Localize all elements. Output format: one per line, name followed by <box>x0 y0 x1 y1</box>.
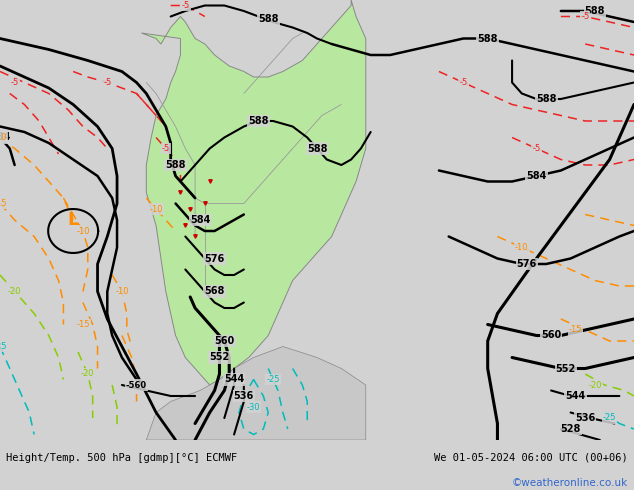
Text: 584: 584 <box>526 171 547 181</box>
Polygon shape <box>141 0 366 385</box>
Text: -560: -560 <box>126 381 147 390</box>
Text: L: L <box>67 211 79 229</box>
Text: 536: 536 <box>575 413 595 423</box>
Text: 552: 552 <box>209 352 230 363</box>
Text: -10: -10 <box>150 204 163 214</box>
Text: 584: 584 <box>0 132 10 143</box>
Text: 560: 560 <box>541 330 561 341</box>
Text: Height/Temp. 500 hPa [gdmp][°C] ECMWF: Height/Temp. 500 hPa [gdmp][°C] ECMWF <box>6 452 238 463</box>
Polygon shape <box>146 346 366 440</box>
Text: 588: 588 <box>258 14 278 24</box>
Text: -10: -10 <box>76 226 89 236</box>
Text: 588: 588 <box>165 160 186 170</box>
Text: We 01-05-2024 06:00 UTC (00+06): We 01-05-2024 06:00 UTC (00+06) <box>434 452 628 463</box>
Text: -20: -20 <box>81 369 94 378</box>
Text: 588: 588 <box>307 144 327 153</box>
Text: -25: -25 <box>266 375 280 384</box>
Text: -25: -25 <box>603 414 616 422</box>
Text: 584: 584 <box>190 215 210 225</box>
Text: 552: 552 <box>555 364 576 373</box>
Text: -15: -15 <box>0 199 7 208</box>
Text: -10: -10 <box>0 133 7 142</box>
Text: 544: 544 <box>566 391 586 401</box>
Text: -15: -15 <box>569 325 582 335</box>
Text: -5: -5 <box>181 1 190 10</box>
Text: 528: 528 <box>560 424 581 434</box>
Text: -10: -10 <box>515 243 529 252</box>
Text: -30: -30 <box>247 402 261 412</box>
Text: 588: 588 <box>585 6 605 16</box>
Text: -5: -5 <box>533 144 541 153</box>
Text: 588: 588 <box>536 94 557 104</box>
Text: 576: 576 <box>204 253 224 264</box>
Text: -5: -5 <box>459 78 467 87</box>
Text: -10: -10 <box>115 287 129 296</box>
Text: -5: -5 <box>162 144 170 153</box>
Text: 544: 544 <box>224 374 244 385</box>
Text: -5: -5 <box>103 78 112 87</box>
Text: 536: 536 <box>234 391 254 401</box>
Text: 568: 568 <box>204 287 225 296</box>
Text: -15: -15 <box>76 320 89 329</box>
Text: -5: -5 <box>581 12 590 21</box>
Text: -20: -20 <box>588 381 602 390</box>
Text: 588: 588 <box>249 116 269 126</box>
Text: 576: 576 <box>517 259 537 269</box>
Text: -20: -20 <box>8 287 22 296</box>
Text: -25: -25 <box>0 342 7 351</box>
Text: 588: 588 <box>477 33 498 44</box>
Text: ©weatheronline.co.uk: ©weatheronline.co.uk <box>512 477 628 488</box>
Text: -5: -5 <box>11 78 19 87</box>
Text: 560: 560 <box>214 336 235 346</box>
